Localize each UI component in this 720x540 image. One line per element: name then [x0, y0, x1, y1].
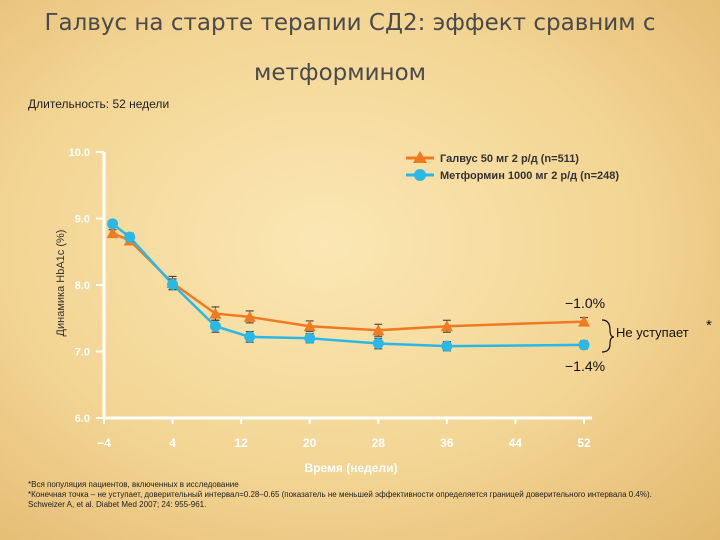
y-axis-label: Динамика HbA1c (%)	[55, 230, 67, 337]
slide-title-line1: Галвус на старте терапии СД2: эффект сра…	[44, 10, 656, 36]
annotation-noninferior-asterisk: *	[706, 317, 712, 334]
x-tick-label: −4	[97, 436, 111, 450]
data-point-circle	[441, 340, 453, 352]
x-tick-label: 20	[303, 436, 317, 450]
annotation-galvus-change: −1.0%	[565, 295, 605, 311]
x-tick-label: 44	[509, 436, 523, 450]
x-tick-label: 12	[234, 436, 248, 450]
y-tick-label: 6.0	[75, 413, 90, 425]
legend-marker-triangle	[413, 151, 427, 163]
footnote-endpoint: *Конечная точка – не уступает, доверител…	[28, 490, 652, 499]
study-duration: Длительность: 52 недели	[28, 97, 170, 111]
data-point-circle	[107, 218, 119, 230]
x-tick-label: 36	[440, 436, 454, 450]
y-tick-label: 10.0	[69, 147, 90, 159]
footnote-reference: Schweizer A, et al. Diabet Med 2007; 24:…	[28, 500, 207, 509]
legend-entry: Метформин 1000 мг 2 р/д (n=248)	[440, 170, 619, 182]
data-point-triangle	[303, 320, 316, 332]
data-point-circle	[209, 320, 221, 332]
footnotes: *Вся популяция пациентов, включенных в и…	[28, 480, 668, 510]
data-point-circle	[578, 339, 590, 351]
data-point-triangle	[372, 324, 385, 336]
footnote-population: *Вся популяция пациентов, включенных в и…	[28, 480, 239, 489]
data-point-circle	[304, 332, 316, 344]
y-tick-label: 8.0	[75, 280, 90, 292]
data-point-circle	[124, 231, 136, 243]
data-point-circle	[244, 331, 256, 343]
noninferior-bracket	[601, 319, 615, 353]
x-tick-label: 52	[577, 436, 591, 450]
legend-marker-circle	[414, 169, 426, 181]
legend-entry: Галвус 50 мг 2 р/д (n=511)	[440, 153, 579, 165]
data-point-circle	[372, 338, 384, 350]
x-tick-label: 4	[169, 436, 176, 450]
data-point-triangle	[243, 310, 256, 322]
annotation-noninferior: Не уступает	[616, 325, 689, 340]
series-line-triangle	[112, 231, 585, 332]
y-tick-label: 9.0	[75, 214, 90, 226]
y-tick-label: 7.0	[75, 347, 90, 359]
data-point-circle	[167, 278, 179, 290]
data-point-triangle	[578, 315, 590, 327]
data-point-triangle	[440, 320, 453, 332]
slide-title-line2: метформином	[254, 60, 426, 86]
x-axis-label: Время (недели)	[305, 461, 398, 475]
data-point-triangle	[209, 307, 222, 319]
x-tick-label: 28	[372, 436, 386, 450]
data-point-triangle	[106, 227, 119, 239]
annotation-metformin-change: −1.4%	[565, 358, 605, 374]
